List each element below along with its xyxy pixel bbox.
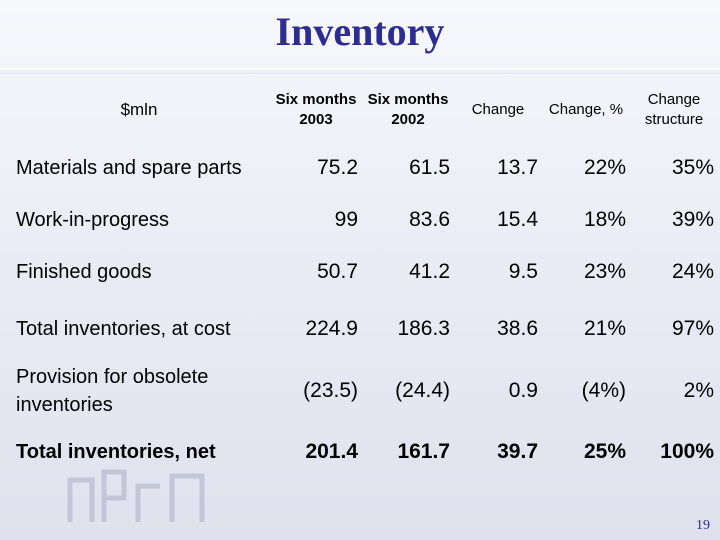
col-header-change-pct: Change, % — [548, 101, 624, 118]
cell-change-structure: 97% — [671, 317, 714, 340]
row-label: Provision for obsolete inventories — [16, 366, 209, 416]
cell-change-pct: 23% — [583, 260, 626, 283]
cell-2003: 224.9 — [305, 317, 358, 340]
cell-2002: 186.3 — [397, 317, 450, 340]
cell-2003: (23.5) — [303, 379, 358, 402]
cell-change-pct: (4%) — [581, 379, 626, 402]
cell-2002: 41.2 — [409, 260, 450, 283]
cell-change-pct: 18% — [583, 208, 626, 231]
cell-change-structure: 35% — [671, 156, 714, 179]
cell-change-structure: 39% — [671, 208, 714, 231]
col-header-change: Change — [471, 101, 525, 118]
title-divider — [0, 68, 720, 74]
row-label: Materials and spare parts — [16, 157, 242, 179]
cell-change-structure: 2% — [683, 379, 714, 402]
slide-title: Inventory — [275, 9, 445, 54]
table-header-row: $mln Six months 2003 Six months 2002 Cha… — [12, 78, 718, 142]
cell-change-pct: 22% — [583, 156, 626, 179]
cell-2003: 99 — [334, 208, 358, 231]
cell-change: 13.7 — [497, 156, 538, 179]
cell-change: 15.4 — [497, 208, 538, 231]
cell-change: 9.5 — [508, 260, 538, 283]
cell-2002: 61.5 — [409, 156, 450, 179]
cell-change-pct: 25% — [583, 440, 626, 463]
row-label: Total inventories, at cost — [16, 318, 231, 340]
table-row: Materials and spare parts 75.2 61.5 13.7… — [12, 142, 718, 194]
cell-2003: 75.2 — [317, 156, 358, 179]
table-row-total: Total inventories, net 201.4 161.7 39.7 … — [12, 422, 718, 482]
table-row: Finished goods 50.7 41.2 9.5 23% 24% — [12, 246, 718, 298]
cell-2002: 83.6 — [409, 208, 450, 231]
inventory-table: $mln Six months 2003 Six months 2002 Cha… — [12, 78, 718, 482]
row-label: Finished goods — [16, 261, 152, 283]
cell-2002: (24.4) — [395, 379, 450, 402]
units-label: $mln — [120, 100, 158, 119]
cell-2003: 50.7 — [317, 260, 358, 283]
logo-watermark-icon — [67, 469, 205, 522]
cell-change: 39.7 — [497, 440, 538, 463]
col-header-2003: Six months 2003 — [275, 91, 357, 128]
cell-2002: 161.7 — [397, 440, 450, 463]
table-row: Total inventories, at cost 224.9 186.3 3… — [12, 298, 718, 360]
cell-change-structure: 24% — [671, 260, 714, 283]
page-number: 19 — [696, 518, 710, 533]
row-label: Work-in-progress — [16, 209, 169, 231]
cell-change-pct: 21% — [583, 317, 626, 340]
cell-change: 38.6 — [497, 317, 538, 340]
col-header-2002: Six months 2002 — [367, 91, 449, 128]
col-header-change-structure: Change structure — [644, 91, 704, 128]
cell-change: 0.9 — [508, 379, 538, 402]
cell-change-structure: 100% — [660, 440, 714, 463]
table-row: Provision for obsolete inventories (23.5… — [12, 360, 718, 422]
cell-2003: 201.4 — [305, 440, 358, 463]
row-label: Total inventories, net — [16, 441, 216, 463]
table-row: Work-in-progress 99 83.6 15.4 18% 39% — [12, 194, 718, 246]
